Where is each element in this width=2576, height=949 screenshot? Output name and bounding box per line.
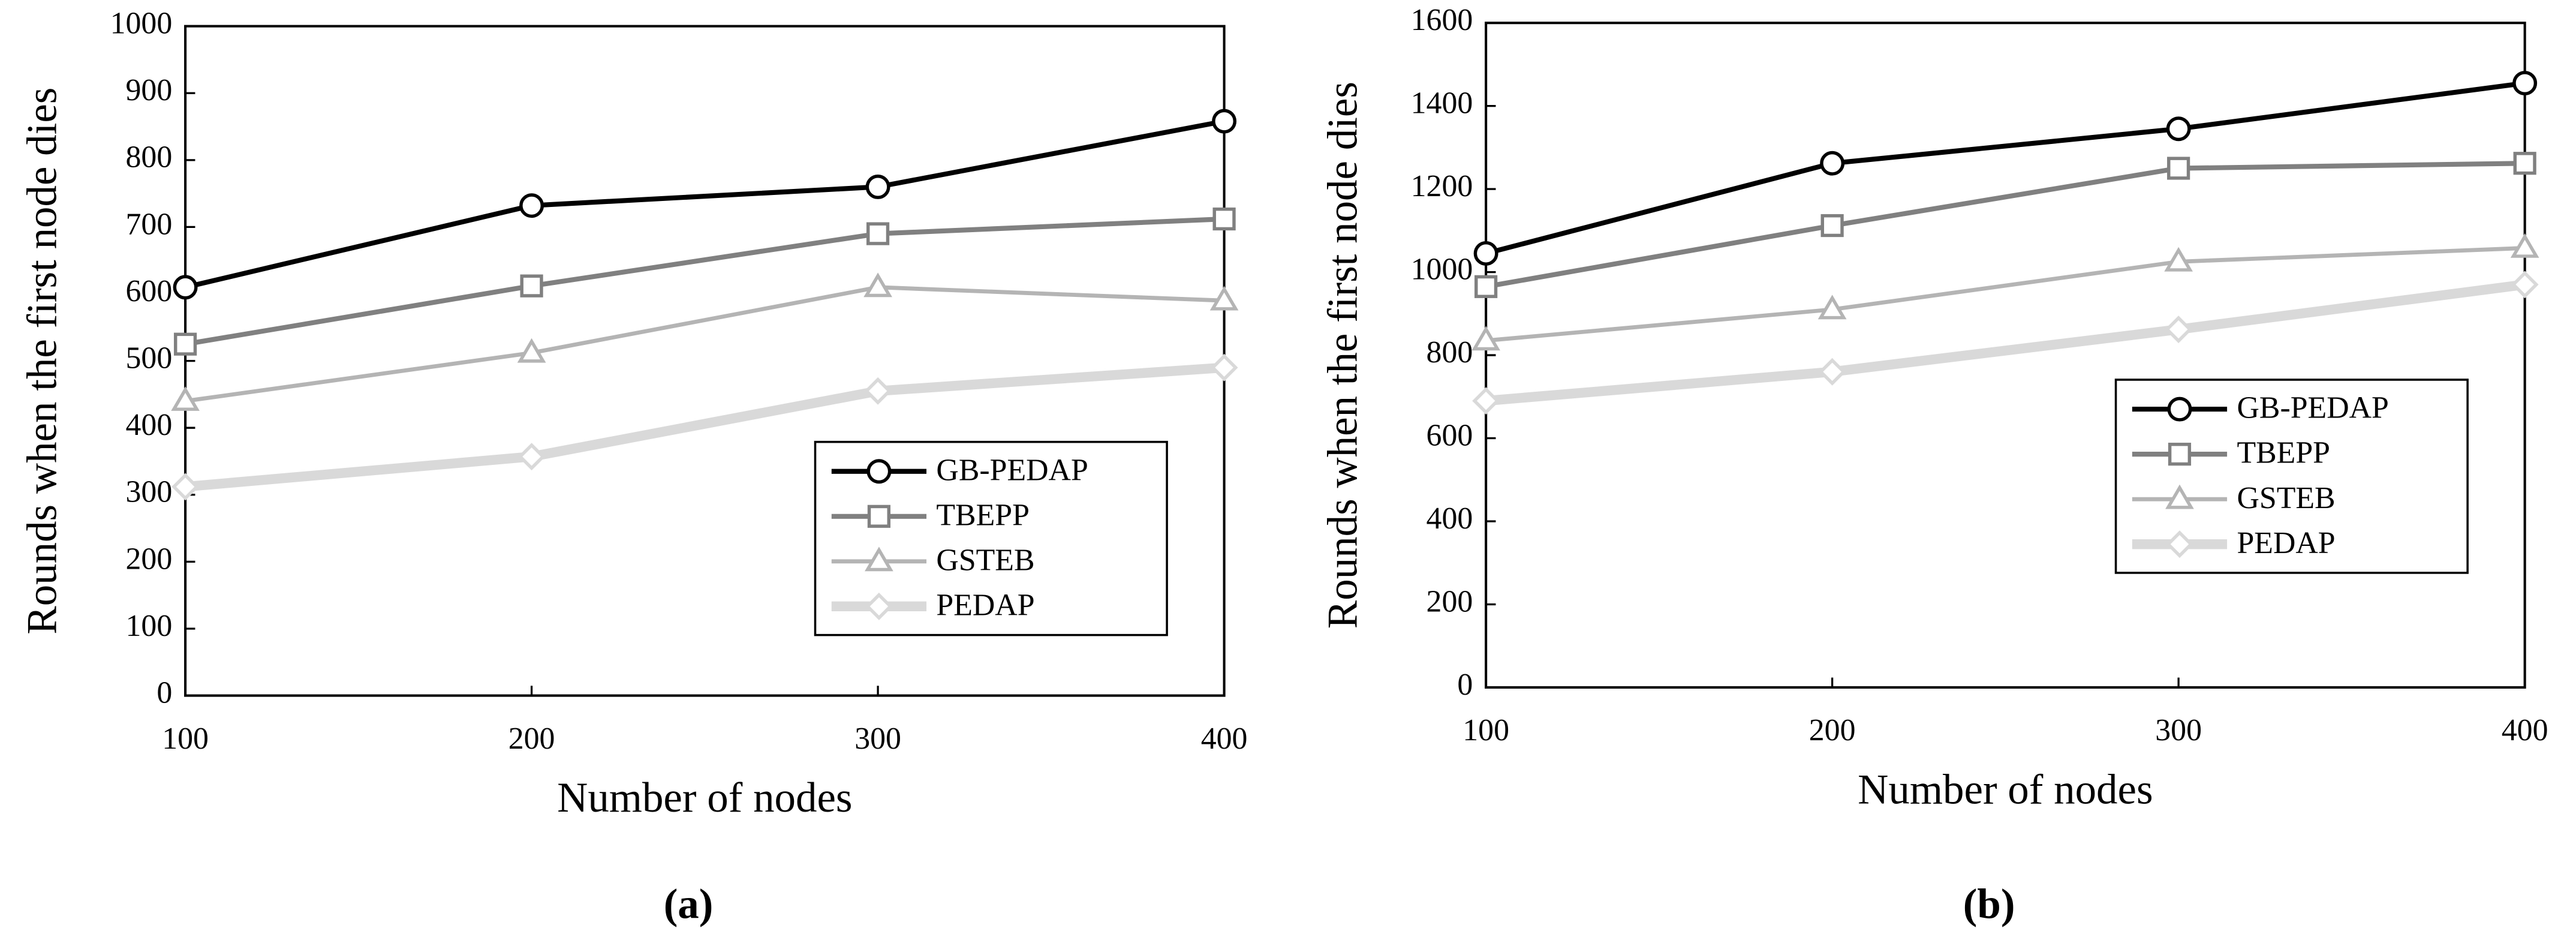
y-tick-label: 1000 (110, 7, 173, 41)
y-tick-label: 500 (125, 341, 172, 375)
legend-marker (2167, 397, 2192, 422)
marker (1473, 241, 1498, 266)
marker (173, 275, 198, 300)
marker (1210, 353, 1238, 382)
marker (1474, 275, 1498, 298)
legend-label: TBEPP (936, 498, 1030, 532)
y-tick-label: 1400 (1411, 86, 1473, 121)
y-tick-label: 400 (125, 408, 172, 442)
y-axis-label: Rounds when the first node dies (1320, 82, 1367, 629)
marker (1820, 151, 1845, 176)
marker (2511, 271, 2539, 299)
y-tick-label: 200 (1427, 584, 1473, 618)
y-tick-label: 0 (1457, 668, 1473, 702)
x-tick-label: 300 (854, 722, 901, 756)
legend-marker (865, 546, 893, 572)
marker (2164, 247, 2193, 272)
x-tick-label: 200 (1809, 713, 1856, 747)
marker (2165, 316, 2193, 344)
marker (1820, 214, 1844, 238)
series-line (185, 285, 1224, 403)
marker (519, 193, 544, 218)
y-tick-label: 300 (125, 475, 172, 509)
x-axis-label: Number of nodes (557, 774, 852, 821)
series-line (1485, 80, 2526, 256)
marker (1472, 387, 1500, 415)
x-tick-label: 400 (1201, 722, 1248, 756)
legend-label: TBEPP (2237, 436, 2330, 470)
marker (1471, 326, 1500, 351)
marker (517, 443, 546, 471)
y-tick-label: 100 (125, 609, 172, 643)
legend-label: PEDAP (936, 588, 1034, 622)
series-line (1485, 161, 2525, 289)
legend-label: GSTEB (936, 543, 1034, 577)
legend-label: PEDAP (2237, 526, 2335, 560)
marker (2513, 152, 2536, 175)
marker (865, 175, 890, 199)
marker (1818, 358, 1846, 386)
series-line (185, 216, 1224, 347)
marker (1817, 295, 1847, 320)
legend-marker (2168, 443, 2192, 466)
marker (1212, 207, 1236, 231)
series-line (1485, 246, 2525, 343)
x-tick-label: 400 (2502, 713, 2548, 747)
marker (864, 377, 892, 405)
y-axis-label: Rounds when the first node dies (19, 88, 65, 635)
marker (863, 272, 892, 298)
y-tick-label: 700 (125, 207, 172, 241)
marker (2167, 157, 2190, 180)
y-tick-label: 400 (1427, 501, 1473, 536)
y-tick-label: 900 (125, 73, 172, 107)
marker (1209, 286, 1239, 311)
legend-label: GB-PEDAP (2237, 391, 2388, 425)
y-tick-label: 1200 (1411, 169, 1473, 203)
y-tick-label: 1600 (1411, 3, 1473, 37)
marker (171, 473, 200, 501)
legend-marker (2165, 484, 2194, 509)
legend-marker (2166, 530, 2193, 558)
legend-label: GSTEB (2237, 481, 2335, 515)
marker (520, 274, 543, 298)
y-tick-label: 800 (1427, 335, 1473, 370)
marker (866, 222, 890, 245)
y-tick-label: 1000 (1411, 252, 1473, 286)
y-tick-label: 800 (125, 140, 172, 175)
marker (1212, 109, 1237, 134)
marker (2510, 233, 2539, 258)
legend-marker (865, 592, 893, 620)
x-tick-label: 100 (162, 722, 209, 756)
marker (171, 386, 200, 411)
marker (2166, 116, 2191, 142)
x-tick-label: 200 (508, 722, 555, 756)
y-tick-label: 600 (125, 274, 172, 308)
series-line (185, 119, 1225, 290)
caption: (b) (1963, 881, 2015, 928)
caption: (a) (664, 881, 714, 928)
marker (2512, 71, 2538, 96)
x-tick-label: 300 (2155, 713, 2202, 747)
legend-marker (867, 504, 891, 528)
x-tick-label: 100 (1462, 713, 1509, 747)
y-tick-label: 0 (157, 675, 172, 710)
legend-marker (866, 459, 892, 484)
y-tick-label: 200 (125, 542, 172, 576)
marker (173, 332, 197, 356)
y-tick-label: 600 (1427, 418, 1473, 452)
series-line (1485, 280, 2526, 406)
marker (517, 338, 546, 363)
series-line (185, 362, 1225, 492)
legend-label: GB-PEDAP (936, 453, 1088, 487)
x-axis-label: Number of nodes (1858, 767, 2153, 813)
